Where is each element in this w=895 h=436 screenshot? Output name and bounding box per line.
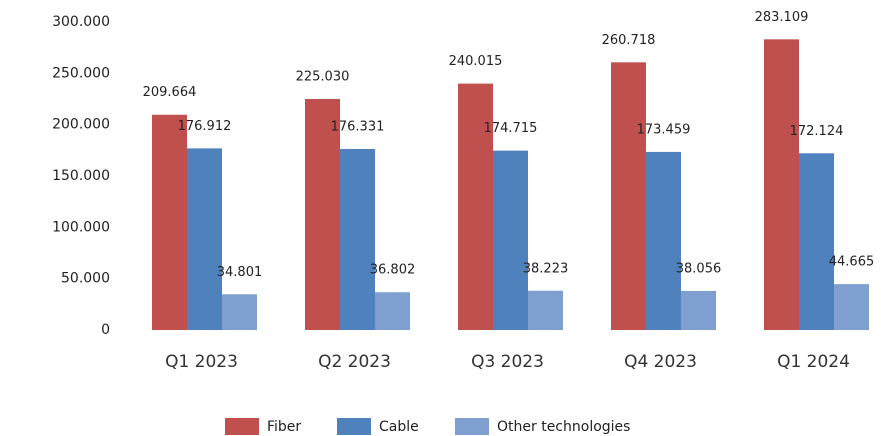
value-label: 38.223 [523, 261, 569, 276]
value-label: 174.715 [484, 121, 538, 136]
bar [187, 148, 222, 330]
value-label: 36.802 [370, 263, 416, 278]
bar [340, 148, 375, 330]
bar [681, 290, 716, 330]
legend-swatch [455, 418, 489, 435]
legend-swatch [225, 418, 259, 435]
legend-label: Cable [379, 419, 419, 435]
y-tick-label: 0 [101, 322, 110, 338]
bar [493, 150, 528, 330]
value-label: 34.801 [217, 265, 263, 280]
bar [764, 39, 799, 330]
bar [375, 292, 410, 330]
bar [528, 290, 563, 330]
legend-swatch [337, 418, 371, 435]
legend-label: Other technologies [497, 419, 630, 435]
x-tick-label: Q2 2023 [318, 352, 391, 372]
bar [646, 151, 681, 330]
y-tick-label: 100.000 [52, 219, 110, 235]
value-label: 260.718 [602, 33, 656, 48]
value-label: 44.665 [829, 255, 875, 270]
y-tick-label: 150.000 [52, 168, 110, 184]
bar [305, 98, 340, 330]
bar [611, 62, 646, 330]
value-label: 176.912 [178, 119, 232, 134]
value-label: 173.459 [637, 122, 691, 137]
value-label: 240.015 [449, 54, 503, 69]
bar [458, 83, 493, 331]
bar [152, 114, 187, 330]
value-label: 209.664 [143, 85, 197, 100]
value-label: 283.109 [755, 10, 809, 25]
y-tick-label: 200.000 [52, 117, 110, 133]
value-label: 38.056 [676, 261, 722, 276]
y-tick-label: 50.000 [61, 271, 110, 287]
legend-label: Fiber [267, 419, 301, 435]
x-tick-label: Q4 2023 [624, 352, 697, 372]
x-tick-label: Q1 2023 [165, 352, 238, 372]
value-label: 176.331 [331, 119, 385, 134]
bar [834, 284, 869, 330]
x-tick-label: Q1 2024 [777, 352, 850, 372]
y-tick-label: 300.000 [52, 14, 110, 30]
bar [222, 294, 257, 330]
x-tick-label: Q3 2023 [471, 352, 544, 372]
value-label: 225.030 [296, 69, 350, 84]
bar [799, 153, 834, 330]
value-label: 172.124 [790, 124, 844, 139]
y-tick-label: 250.000 [52, 65, 110, 81]
